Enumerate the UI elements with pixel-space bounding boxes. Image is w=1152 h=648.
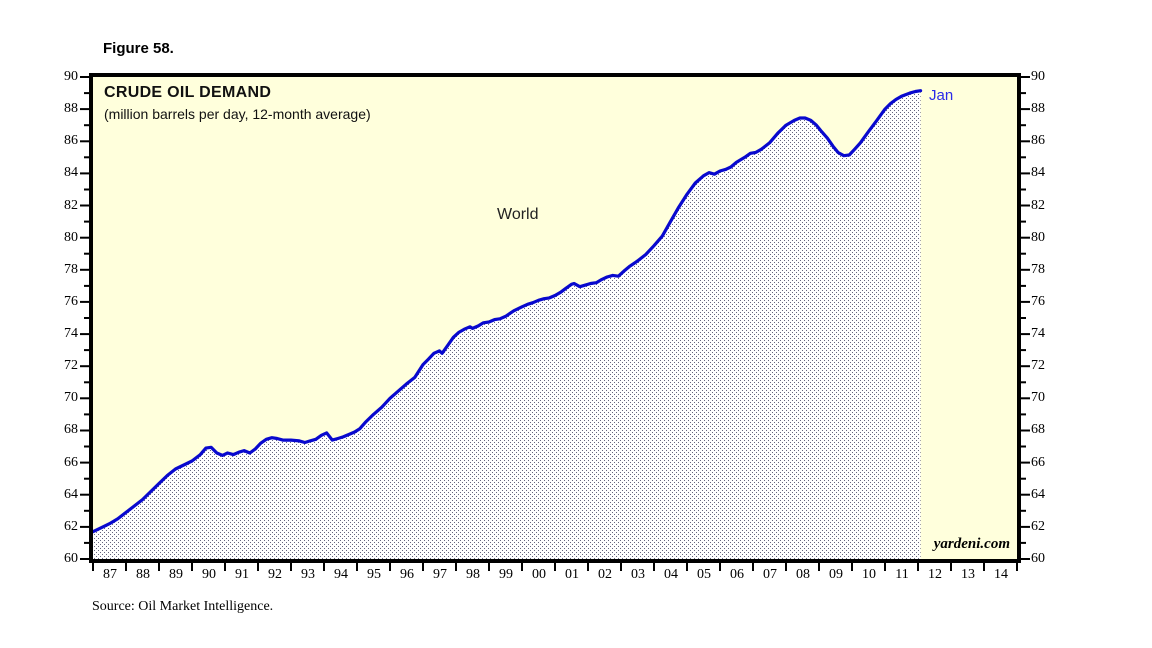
x-axis-label: 10 (862, 567, 876, 582)
x-axis-label: 93 (301, 567, 315, 582)
y-axis-label-right: 78 (1031, 262, 1045, 277)
y-axis-label-left: 72 (64, 358, 78, 373)
y-axis-label-left: 78 (64, 262, 78, 277)
x-axis-label: 07 (763, 567, 777, 582)
y-axis-label-right: 88 (1031, 101, 1045, 116)
y-axis-label-right: 76 (1031, 294, 1045, 309)
y-axis-label-left: 64 (64, 487, 78, 502)
x-axis-label: 92 (268, 567, 282, 582)
x-axis-label: 99 (499, 567, 513, 582)
y-axis-label-left: 80 (64, 230, 78, 245)
series-label-world: World (497, 206, 539, 223)
x-axis-label: 14 (994, 567, 1008, 582)
y-axis-label-left: 66 (64, 455, 78, 470)
y-axis-label-left: 86 (64, 133, 78, 148)
x-axis-label: 87 (103, 567, 117, 582)
y-axis-label-right: 74 (1031, 326, 1045, 341)
y-axis-label-right: 82 (1031, 198, 1045, 213)
x-axis-label: 97 (433, 567, 447, 582)
source-note: Source: Oil Market Intelligence. (92, 599, 274, 614)
y-axis-label-left: 76 (64, 294, 78, 309)
y-axis-label-right: 66 (1031, 455, 1045, 470)
x-axis-label: 96 (400, 567, 414, 582)
y-axis-label-left: 82 (64, 198, 78, 213)
x-axis-label: 95 (367, 567, 381, 582)
x-axis-label: 12 (928, 567, 942, 582)
x-axis-label: 09 (829, 567, 843, 582)
y-axis-label-right: 70 (1031, 390, 1045, 405)
x-axis-label: 00 (532, 567, 546, 582)
x-axis-label: 06 (730, 567, 744, 582)
y-axis-label-right: 62 (1031, 519, 1045, 534)
x-axis-label: 02 (598, 567, 612, 582)
y-axis-label-left: 84 (64, 165, 78, 180)
yardeni-watermark: yardeni.com (933, 536, 1010, 552)
x-axis-label: 89 (169, 567, 183, 582)
y-axis-label-left: 60 (64, 551, 78, 566)
x-axis-label: 90 (202, 567, 216, 582)
x-axis-label: 05 (697, 567, 711, 582)
y-axis-label-left: 74 (64, 326, 78, 341)
x-axis-label: 91 (235, 567, 249, 582)
x-axis-label: 04 (664, 567, 678, 582)
figure-number-label: Figure 58. (103, 40, 174, 57)
y-axis-label-right: 86 (1031, 133, 1045, 148)
y-axis-label-right: 84 (1031, 165, 1045, 180)
y-axis-label-left: 88 (64, 101, 78, 116)
y-axis-label-left: 62 (64, 519, 78, 534)
chart-title: CRUDE OIL DEMAND (104, 84, 272, 101)
x-axis-label: 13 (961, 567, 975, 582)
x-axis-label: 03 (631, 567, 645, 582)
x-axis-label: 01 (565, 567, 579, 582)
y-axis-label-right: 68 (1031, 422, 1045, 437)
y-axis-label-right: 80 (1031, 230, 1045, 245)
chart-subtitle: (million barrels per day, 12-month avera… (104, 106, 371, 122)
y-axis-label-right: 60 (1031, 551, 1045, 566)
y-axis-label-right: 90 (1031, 69, 1045, 84)
x-axis-label: 08 (796, 567, 810, 582)
x-axis-label: 11 (895, 567, 909, 582)
y-axis-label-left: 68 (64, 422, 78, 437)
y-axis-label-right: 72 (1031, 358, 1045, 373)
x-axis-label: 94 (334, 567, 348, 582)
last-point-jan-label: Jan (929, 87, 954, 104)
y-axis-label-left: 70 (64, 390, 78, 405)
y-axis-label-right: 64 (1031, 487, 1045, 502)
y-axis-label-left: 90 (64, 69, 78, 84)
x-axis-label: 98 (466, 567, 480, 582)
x-axis-label: 88 (136, 567, 150, 582)
